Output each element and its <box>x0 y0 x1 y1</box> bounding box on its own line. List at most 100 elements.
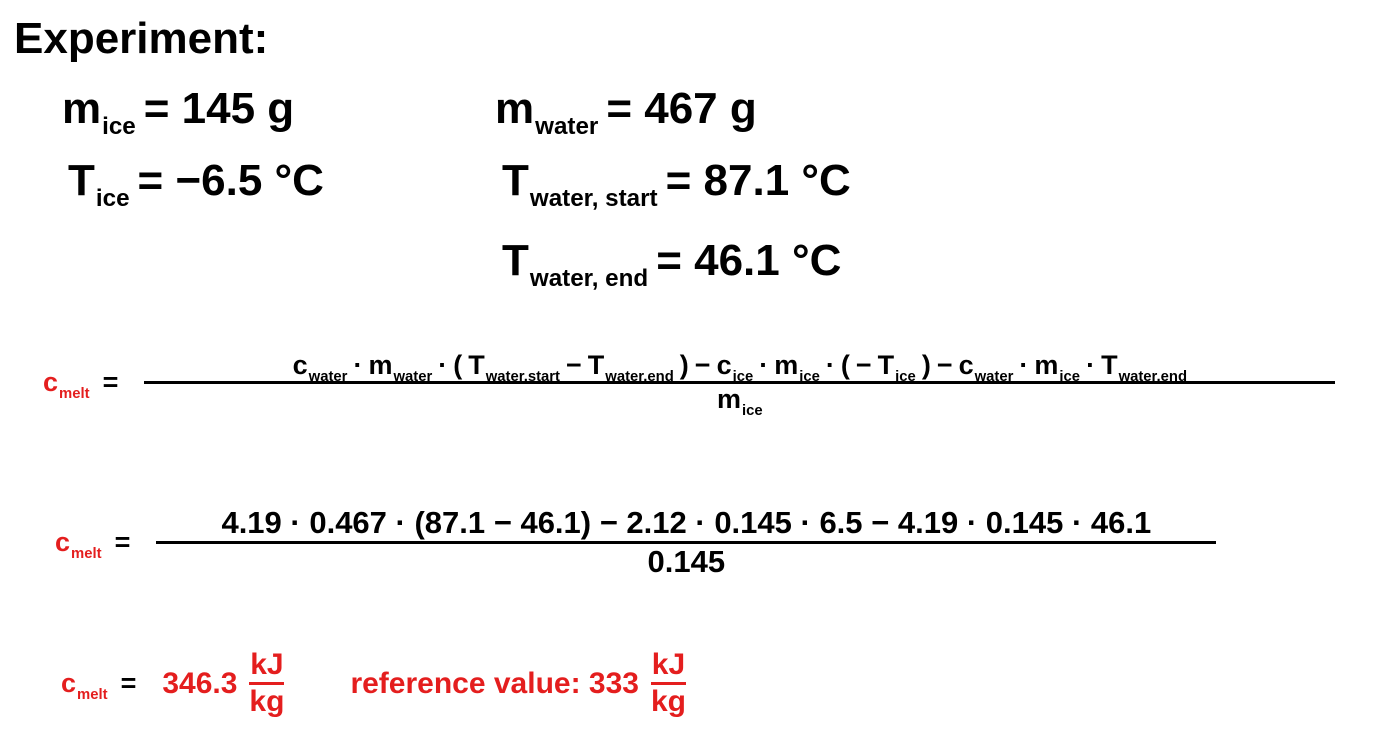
reference-label: reference value: 333 <box>350 666 639 700</box>
fraction-bar <box>650 682 686 685</box>
result: cmelt = 346.3 kJ kg reference value: 333 kJ kg <box>58 648 686 719</box>
lhs: cmelt <box>58 668 111 703</box>
symbol: ( <box>453 350 462 381</box>
symbol: · <box>759 350 768 381</box>
symbol-main: c <box>716 350 732 380</box>
denominator: 0.145 <box>648 544 726 580</box>
symbol-main: c <box>292 350 308 380</box>
symbol-main: ( <box>840 350 850 380</box>
subscript: water <box>535 112 599 140</box>
unit-denominator: kg <box>650 685 686 718</box>
symbol: mice <box>62 84 136 140</box>
symbol-main: m <box>717 384 742 414</box>
formula: cmelt = cwater · mwater ·(Twater,start − Twater… <box>40 350 1336 419</box>
symbol-main: m <box>1034 350 1059 380</box>
subscript: melt <box>77 686 108 703</box>
given-value: = −6.5 °C <box>137 156 324 205</box>
given-value: = 467 g <box>606 84 757 133</box>
symbol-main: · <box>353 350 363 380</box>
symbol: Twater,end <box>1101 350 1187 385</box>
symbol: − <box>937 350 953 381</box>
substitution: cmelt = 4.19 · 0.467 · (87.1 − 46.1) − 2.1… <box>52 505 1217 580</box>
symbol: ) <box>922 350 931 381</box>
equals: = <box>102 367 119 397</box>
symbol-main: T <box>502 156 529 205</box>
subscript: ice <box>742 402 763 419</box>
symbol-main: · <box>825 350 835 380</box>
symbol-main: · <box>438 350 448 380</box>
symbol: ) <box>680 350 689 381</box>
symbol: · <box>438 350 447 381</box>
symbol-main: T <box>587 350 605 380</box>
symbol: mice <box>1034 350 1080 385</box>
symbol-main: ( <box>453 350 463 380</box>
fraction: kJ kg <box>650 648 686 719</box>
symbol-main: m <box>368 350 393 380</box>
symbol: Twater, start <box>502 156 658 212</box>
equals: = <box>114 527 131 557</box>
symbol-main: m <box>62 84 102 133</box>
symbol: cwater <box>959 350 1014 385</box>
symbol-main: m <box>495 84 535 133</box>
numerator: cwater · mwater ·(Twater,start − Twater,end) −… <box>290 350 1190 385</box>
symbol: Twater,start <box>468 350 560 385</box>
symbol: cice <box>716 350 754 385</box>
symbol: · <box>1019 350 1028 381</box>
symbol-main: T <box>1101 350 1118 380</box>
numerator: 4.19 · 0.467 · (87.1 − 46.1) − 2.12 · 0.… <box>221 505 1151 541</box>
lhs: cmelt <box>40 367 93 402</box>
fraction: 4.19 · 0.467 · (87.1 − 46.1) − 2.12 · 0.… <box>156 505 1217 580</box>
unit-numerator: kJ <box>250 648 284 681</box>
subscript: ice <box>102 112 136 140</box>
symbol: ( <box>841 350 850 381</box>
fraction-bar <box>249 682 285 685</box>
subscript: ice <box>1059 368 1081 385</box>
equals: = <box>120 668 137 698</box>
symbol-main: T <box>68 156 95 205</box>
given: Twater, end = 46.1 °C <box>502 236 842 292</box>
subscript: ice <box>95 184 130 212</box>
denominator: kg <box>249 685 284 719</box>
subscript: melt <box>71 545 102 562</box>
symbol-main: T <box>468 350 485 380</box>
symbol-main: − <box>855 350 872 380</box>
symbol: Twater,end <box>587 350 674 385</box>
subscript: water <box>393 368 433 385</box>
symbol-main: · <box>1019 350 1029 380</box>
given: Tice = −6.5 °C <box>68 156 324 212</box>
subscript: ice <box>895 368 916 385</box>
symbol-main: T <box>502 236 529 285</box>
denominator: mice <box>714 384 766 419</box>
numerator-text: 4.19 · 0.467 · (87.1 − 46.1) − 2.12 · 0.… <box>221 505 1152 540</box>
given: mwater = 467 g <box>495 84 757 140</box>
symbol-main: T <box>877 350 895 380</box>
symbol-main: ) <box>679 350 689 380</box>
symbol: cmelt <box>61 668 108 703</box>
title: Experiment: <box>14 14 269 63</box>
subscript: water <box>974 368 1014 385</box>
symbol: − <box>695 350 711 381</box>
symbol: · <box>826 350 835 381</box>
symbol: cmelt <box>55 527 102 562</box>
result-value: 346.3 <box>162 666 238 700</box>
fraction: kJ kg <box>249 648 285 719</box>
symbol: − <box>856 350 872 381</box>
symbol: mwater <box>368 350 432 385</box>
subscript: water,end <box>605 368 674 385</box>
symbol: · <box>1086 350 1095 381</box>
given-value: = 145 g <box>143 84 295 133</box>
given-value: = 46.1 °C <box>656 236 842 285</box>
given: mice = 145 g <box>62 84 295 140</box>
symbol: mwater <box>495 84 598 140</box>
fraction: cwater · mwater ·(Twater,start − Twater,end) −… <box>144 350 1336 419</box>
symbol: Twater, end <box>502 236 648 292</box>
numerator: kJ <box>652 648 685 682</box>
fraction-bar <box>144 381 1336 384</box>
title: Experiment: <box>14 14 268 64</box>
lhs: cmelt <box>52 527 105 562</box>
symbol: mice <box>717 384 763 419</box>
subscript: melt <box>59 385 90 402</box>
subscript: water,end <box>1118 368 1188 385</box>
symbol: · <box>353 350 362 381</box>
unit-denominator: kg <box>249 685 285 718</box>
